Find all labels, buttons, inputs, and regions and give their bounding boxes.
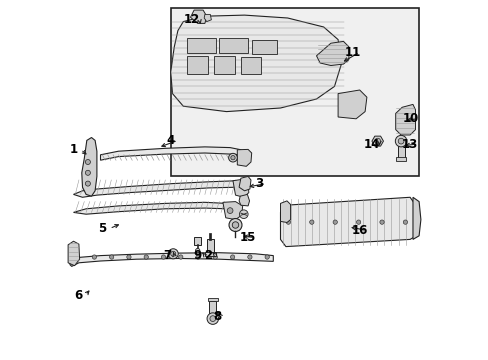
Circle shape — [170, 251, 175, 256]
Polygon shape — [186, 38, 215, 53]
Text: 6: 6 — [74, 289, 82, 302]
Polygon shape — [223, 202, 242, 220]
Polygon shape — [73, 202, 226, 214]
Circle shape — [85, 159, 90, 165]
Bar — [204, 252, 215, 256]
Polygon shape — [395, 104, 415, 135]
Text: 7: 7 — [163, 249, 171, 262]
Text: 11: 11 — [344, 46, 360, 59]
Bar — [395, 157, 406, 161]
Text: 4: 4 — [166, 134, 175, 147]
Circle shape — [379, 220, 384, 224]
Polygon shape — [316, 41, 348, 66]
Circle shape — [161, 255, 165, 259]
Circle shape — [75, 255, 79, 259]
Circle shape — [85, 170, 90, 175]
Polygon shape — [280, 201, 290, 222]
Circle shape — [228, 219, 242, 231]
Circle shape — [356, 220, 360, 224]
Polygon shape — [70, 253, 273, 266]
Circle shape — [374, 138, 380, 144]
Polygon shape — [239, 176, 250, 191]
Polygon shape — [237, 149, 251, 166]
Polygon shape — [219, 38, 247, 53]
Circle shape — [85, 181, 90, 186]
Bar — [194, 237, 201, 245]
Circle shape — [230, 156, 235, 160]
Circle shape — [206, 313, 218, 324]
Text: 9: 9 — [193, 249, 202, 262]
Circle shape — [213, 255, 217, 259]
Polygon shape — [213, 56, 235, 74]
Circle shape — [209, 316, 215, 321]
Polygon shape — [81, 138, 97, 196]
Bar — [209, 233, 211, 240]
Text: 8: 8 — [213, 310, 221, 323]
Circle shape — [195, 248, 200, 253]
Text: 15: 15 — [239, 231, 255, 244]
FancyBboxPatch shape — [170, 8, 418, 176]
Circle shape — [332, 220, 337, 224]
Text: 16: 16 — [351, 224, 367, 237]
Text: 13: 13 — [401, 138, 417, 150]
Circle shape — [264, 255, 269, 259]
Polygon shape — [337, 90, 366, 119]
Polygon shape — [280, 197, 416, 247]
Polygon shape — [186, 56, 208, 74]
Circle shape — [397, 138, 403, 144]
Circle shape — [144, 255, 148, 259]
Polygon shape — [251, 40, 276, 54]
Circle shape — [232, 222, 238, 228]
Bar — [206, 239, 213, 254]
Circle shape — [228, 153, 237, 162]
Polygon shape — [232, 179, 248, 197]
Circle shape — [230, 255, 234, 259]
Circle shape — [403, 220, 407, 224]
Circle shape — [239, 210, 247, 219]
Text: 5: 5 — [98, 222, 106, 235]
Text: 2: 2 — [204, 249, 212, 262]
Polygon shape — [371, 136, 383, 146]
Circle shape — [178, 255, 183, 259]
Circle shape — [309, 220, 313, 224]
Circle shape — [394, 135, 406, 147]
Text: 12: 12 — [184, 13, 200, 26]
Polygon shape — [239, 194, 249, 206]
Polygon shape — [101, 147, 241, 160]
Polygon shape — [412, 197, 420, 239]
Text: 14: 14 — [364, 138, 380, 150]
Circle shape — [126, 255, 131, 259]
Bar — [207, 298, 218, 301]
Bar — [397, 145, 404, 158]
Circle shape — [168, 249, 178, 259]
Circle shape — [109, 255, 114, 259]
Polygon shape — [73, 181, 237, 197]
Bar — [209, 301, 216, 314]
Polygon shape — [170, 15, 341, 112]
Circle shape — [247, 255, 251, 259]
Polygon shape — [190, 10, 206, 23]
Polygon shape — [204, 14, 211, 22]
Circle shape — [196, 255, 200, 259]
Text: 10: 10 — [402, 112, 418, 125]
Circle shape — [285, 220, 290, 224]
Polygon shape — [68, 241, 80, 266]
Text: 1: 1 — [69, 143, 78, 156]
Circle shape — [92, 255, 96, 259]
Polygon shape — [241, 57, 260, 74]
Text: 3: 3 — [254, 177, 263, 190]
Circle shape — [227, 208, 232, 213]
